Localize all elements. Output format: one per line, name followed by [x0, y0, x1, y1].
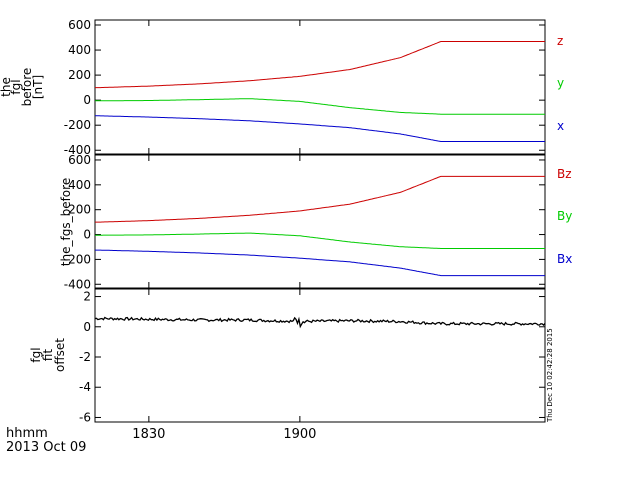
y-axis-label: offset [53, 338, 67, 372]
y-axis-label: fgl [29, 347, 43, 362]
series-line-offset [94, 316, 546, 329]
y-tick-label: 200 [68, 68, 91, 82]
y-tick-label: -2 [79, 350, 91, 364]
series-line-y [95, 98, 545, 115]
y-tick-label: -200 [64, 118, 91, 132]
legend-label-z: z [557, 34, 563, 48]
y-tick-label: 0 [83, 93, 91, 107]
y-axis-label: the [0, 77, 13, 97]
y-axis-label: [nT] [31, 75, 45, 99]
y-tick-label: 400 [68, 178, 91, 192]
time-axis-caption-date: 2013 Oct 09 [6, 440, 86, 455]
y-tick-label: -400 [64, 277, 91, 291]
y-axis-label: fit [41, 349, 55, 362]
series-line-Bx [95, 249, 545, 277]
panel-2: 600 400 200 0 -200 -400 the_fgs_before Bz By Bx [59, 153, 572, 291]
panel-frame [94, 288, 546, 423]
legend-label-Bx: Bx [557, 252, 572, 266]
x-tick-label: 1830 [132, 427, 165, 442]
legend-label-By: By [557, 209, 572, 223]
y-tick-label: -4 [79, 380, 91, 394]
series-line-z [95, 41, 545, 89]
x-tick-label: 1900 [283, 427, 316, 442]
y-tick-label: 0 [83, 320, 91, 334]
y-axis-label: fgl [9, 79, 23, 94]
series-line-x [95, 115, 545, 142]
series-line-Bz [95, 175, 545, 223]
y-tick-label: 0 [83, 228, 91, 242]
series-line-By [95, 232, 545, 249]
y-tick-label: 2 [83, 290, 91, 304]
time-axis-caption-unit: hhmm [6, 426, 48, 441]
legend-label-y: y [557, 76, 564, 90]
y-tick-label: -200 [64, 252, 91, 266]
plot-timestamp: Thu Dec 10 02:42:28 2015 [546, 328, 554, 423]
legend-label-Bz: Bz [557, 167, 572, 181]
panel-frame [94, 154, 546, 289]
y-tick-label: 200 [68, 203, 91, 217]
legend-label-x: x [557, 119, 564, 133]
y-axis-label: before [20, 68, 34, 107]
y-axis-label: the_fgs_before [59, 178, 73, 266]
y-tick-label: -400 [64, 143, 91, 157]
y-tick-label: 600 [68, 153, 91, 167]
panel-frame [94, 19, 546, 155]
y-tick-label: 600 [68, 18, 91, 32]
y-tick-label: 400 [68, 43, 91, 57]
y-tick-label: -6 [79, 410, 91, 424]
